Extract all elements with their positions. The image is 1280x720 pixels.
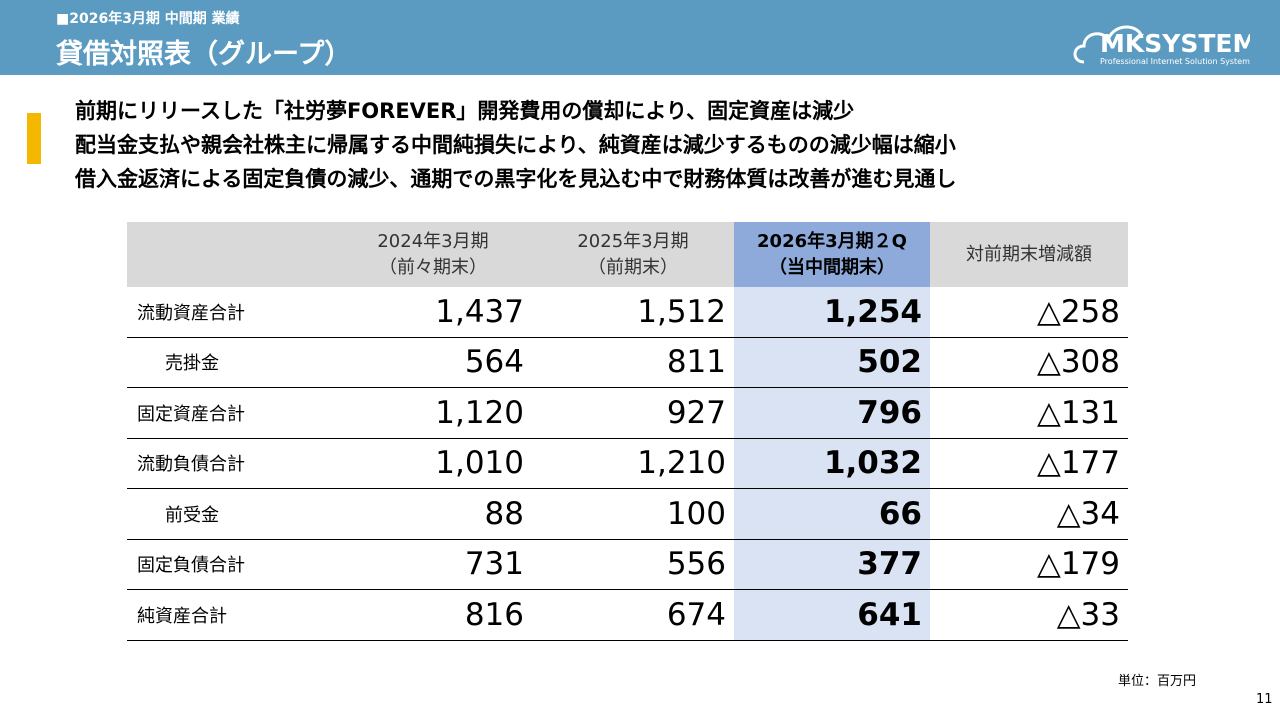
column-header: 2025年3月期 （前期末） <box>532 222 734 287</box>
summary-line: 借入金返済による固定負債の減少、通期での黒字化を見込む中で財務体質は改善が進む見… <box>75 167 957 191</box>
value-cell: 1,512 <box>532 287 734 338</box>
table-row: 売掛金 564 811 502 △308 <box>127 337 1128 388</box>
column-header-line: （前々期末） <box>379 256 487 278</box>
value-cell: 674 <box>532 589 734 641</box>
column-header-line: （当中間期末） <box>769 256 895 278</box>
table-row: 固定負債合計 731 556 377 △179 <box>127 539 1128 590</box>
column-header: 対前期末増減額 <box>930 222 1128 287</box>
corner-cell <box>127 222 334 287</box>
value-cell: △33 <box>930 589 1128 641</box>
column-header-line: 2024年3月期 <box>377 230 489 252</box>
value-cell: 88 <box>334 488 532 540</box>
row-label: 前受金 <box>127 488 334 540</box>
section-label: ■2026年3月期 中間期 業績 <box>56 11 240 27</box>
table-row: 固定資産合計 1,120 927 796 △131 <box>127 387 1128 439</box>
unit-note: 単位：百万円 <box>1118 674 1197 689</box>
value-cell: 1,437 <box>334 287 532 338</box>
column-header-line: 対前期末増減額 <box>966 243 1092 265</box>
column-header-line: 2026年3月期２Q <box>757 230 907 252</box>
table-row: 純資産合計 816 674 641 △33 <box>127 589 1128 641</box>
row-label: 固定負債合計 <box>127 539 334 590</box>
table-row: 流動資産合計 1,437 1,512 1,254 △258 <box>127 287 1128 338</box>
logo-cloud <box>1073 25 1144 64</box>
value-cell: 1,010 <box>334 438 532 489</box>
value-cell: 927 <box>532 387 734 439</box>
row-label: 流動資産合計 <box>127 287 334 338</box>
summary-line: 前期にリリースした「社労夢FOREVER」開発費用の償却により、固定資産は減少 <box>75 99 855 123</box>
column-header: 2024年3月期 （前々期末） <box>334 222 532 287</box>
value-cell: 1,032 <box>734 438 930 489</box>
column-header-line: （前期末） <box>588 256 678 278</box>
column-header: 2026年3月期２Q （当中間期末） <box>734 222 930 287</box>
value-cell: 1,120 <box>334 387 532 439</box>
value-cell: 641 <box>734 589 930 641</box>
accent-bar <box>27 113 41 164</box>
value-cell: 66 <box>734 488 930 540</box>
value-cell: 1,210 <box>532 438 734 489</box>
value-cell: 377 <box>734 539 930 590</box>
page-number: 11 <box>1256 692 1273 707</box>
value-cell: 811 <box>532 337 734 388</box>
table-row: 前受金 88 100 66 △34 <box>127 488 1128 540</box>
value-cell: 502 <box>734 337 930 388</box>
row-label: 流動負債合計 <box>127 438 334 489</box>
value-cell: 100 <box>532 488 734 540</box>
value-cell: 731 <box>334 539 532 590</box>
value-cell: 1,254 <box>734 287 930 338</box>
logo: MKSYSTEM Professional Internet Solution … <box>1073 25 1250 66</box>
value-cell: △131 <box>930 387 1128 439</box>
value-cell: 796 <box>734 387 930 439</box>
value-cell: △179 <box>930 539 1128 590</box>
title: 貸借対照表（グループ） <box>56 39 352 70</box>
table-row: 流動負債合計 1,010 1,210 1,032 △177 <box>127 438 1128 489</box>
column-header-line: 2025年3月期 <box>577 230 689 252</box>
value-cell: △34 <box>930 488 1128 540</box>
row-label: 固定資産合計 <box>127 387 334 439</box>
value-cell: 564 <box>334 337 532 388</box>
logo-tagline: Professional Internet Solution System <box>1100 57 1250 66</box>
value-cell: △308 <box>930 337 1128 388</box>
value-cell: △177 <box>930 438 1128 489</box>
value-cell: 556 <box>532 539 734 590</box>
header-band <box>0 0 1280 75</box>
summary-line: 配当金支払や親会社株主に帰属する中間純損失により、純資産は減少するものの減少幅は… <box>75 133 956 157</box>
logo-name: MKSYSTEM <box>1100 29 1250 58</box>
balance-table: 2024年3月期 （前々期末） 2025年3月期 （前期末） 2026年3月期２Q （当中… <box>127 222 1128 641</box>
header-row: 2024年3月期 （前々期末） 2025年3月期 （前期末） 2026年3月期２Q （当中… <box>127 222 1128 287</box>
value-cell: △258 <box>930 287 1128 338</box>
row-label: 純資産合計 <box>127 589 334 641</box>
row-label: 売掛金 <box>127 337 334 388</box>
value-cell: 816 <box>334 589 532 641</box>
